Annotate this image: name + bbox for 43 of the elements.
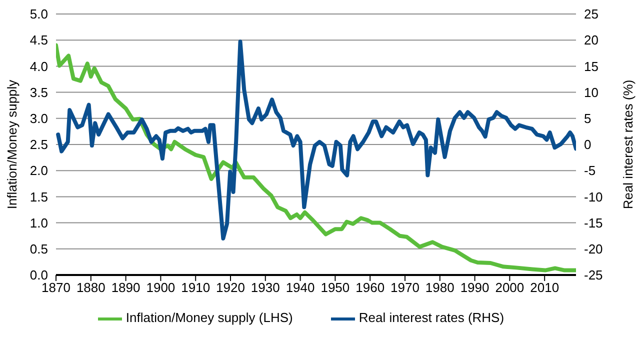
y-tick-label: 0.0 (30, 268, 48, 283)
y2-tick-label: -25 (584, 268, 603, 283)
y2-tick-label: -5 (584, 163, 596, 178)
line-series (56, 40, 576, 240)
y2-tick-label: 5 (584, 111, 592, 126)
y-tick-label: 1.0 (30, 215, 48, 230)
legend-label: Real interest rates (RHS) (358, 310, 504, 326)
y2-axis-title: Real interest rates (%) (620, 80, 636, 210)
y-tick-label: 1.5 (30, 189, 48, 204)
y-tick-label: 0.5 (30, 242, 48, 257)
y-tick-label: 4.5 (30, 32, 48, 48)
x-tick-label: 1970 (390, 280, 420, 296)
y2-tick-label: 0 (584, 137, 592, 152)
y2-tick-label: 10 (584, 84, 598, 100)
x-tick-label: 1950 (320, 280, 350, 296)
line-series (56, 43, 576, 272)
y-tick-label: 2.0 (30, 163, 48, 178)
y2-tick-label: 15 (584, 58, 598, 74)
y-tick-label: 3.0 (30, 111, 48, 126)
y2-tick-label: 25 (584, 6, 598, 22)
x-tick-label: 1880 (76, 280, 106, 296)
x-tick-label: 1930 (250, 280, 280, 296)
y-tick-label: 3.5 (30, 84, 48, 100)
x-tick-label: 1940 (286, 280, 315, 296)
x-tick-label: 2000 (495, 280, 524, 296)
x-tick-label: 1990 (460, 280, 490, 296)
y-tick-label: 2.5 (30, 137, 48, 152)
x-tick-label: 1900 (146, 280, 176, 296)
y2-tick-label: -10 (584, 189, 603, 204)
legend-label: Inflation/Money supply (LHS) (126, 310, 293, 326)
y-tick-label: 4.0 (30, 58, 48, 74)
x-tick-label: 1980 (425, 280, 454, 296)
y2-tick-label: -15 (584, 215, 603, 230)
y-axis-title: Inflation/Money supply (4, 79, 20, 210)
y2-tick-label: -20 (584, 242, 603, 257)
x-tick-label: 1890 (111, 280, 140, 296)
y2-tick-label: 20 (584, 32, 598, 48)
x-tick-label: 1920 (216, 280, 245, 296)
x-tick-label: 2010 (530, 280, 560, 296)
x-tick-label: 1960 (356, 280, 385, 296)
y-tick-label: 5.0 (30, 6, 48, 22)
x-tick-label: 1870 (42, 280, 70, 296)
x-tick-label: 1910 (181, 280, 210, 296)
